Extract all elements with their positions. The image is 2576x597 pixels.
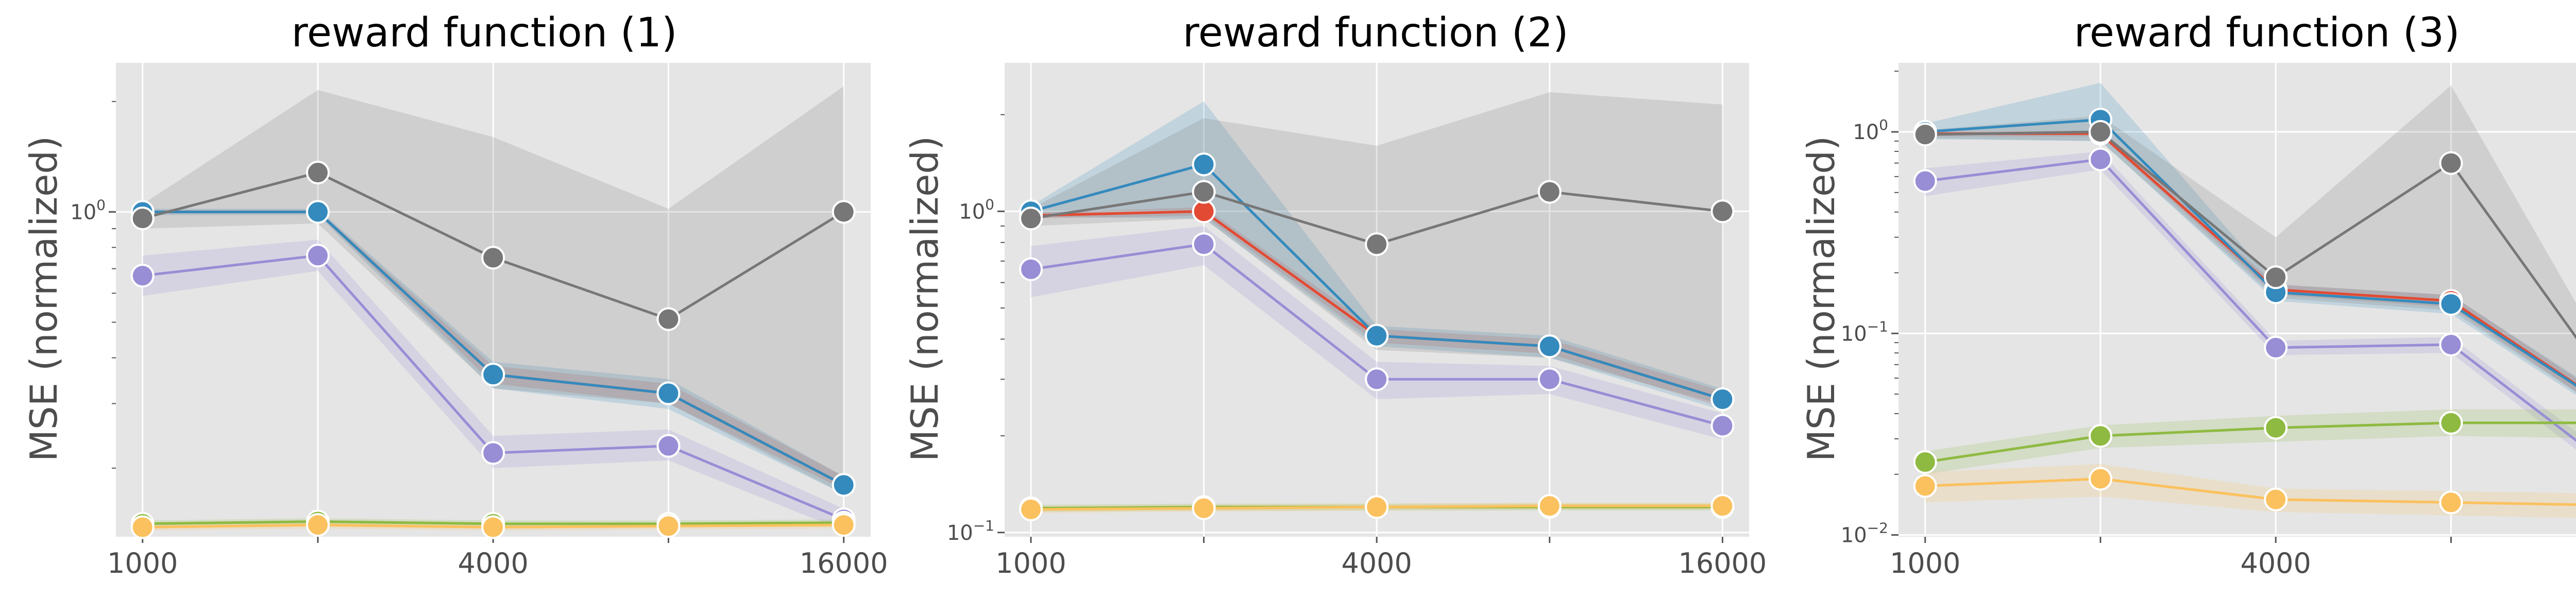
y-minor-ticks <box>112 101 116 469</box>
data-point <box>1365 323 1389 348</box>
data-point <box>130 264 155 288</box>
data-point <box>1537 494 1562 518</box>
y-tick-label: 10−2 <box>1841 520 1888 548</box>
data-point <box>306 200 330 224</box>
data-point <box>2088 424 2112 448</box>
data-point <box>1537 367 1562 391</box>
data-point <box>2439 292 2463 316</box>
data-point <box>306 513 330 537</box>
x-tick-label: 16000 <box>800 547 888 579</box>
data-point <box>481 246 505 270</box>
confidence-band <box>142 240 844 531</box>
data-point <box>2439 411 2463 435</box>
data-point <box>1365 495 1389 519</box>
data-point <box>2088 147 2112 172</box>
subplot-2-title: reward function (2) <box>1183 10 1569 56</box>
data-point <box>1192 232 1216 257</box>
subplot-3-title: reward function (3) <box>2074 10 2460 56</box>
data-point <box>1913 450 1937 474</box>
data-point <box>2439 490 2463 515</box>
data-point <box>1192 152 1216 177</box>
data-point <box>2088 467 2112 491</box>
data-point <box>656 514 681 538</box>
subplot-2-ylabel: MSE (normalized) <box>903 136 946 462</box>
confidence-band <box>1925 464 2576 518</box>
data-point <box>481 515 505 539</box>
x-tick-label: 1000 <box>107 547 178 579</box>
data-point <box>130 206 155 230</box>
data-point <box>2264 487 2288 511</box>
data-point <box>1192 180 1216 204</box>
data-point <box>1537 334 1562 359</box>
subplot-1: 1000 4000 16000 100 reward function (1) MSE (… <box>22 10 888 579</box>
data-point <box>2264 335 2288 360</box>
data-point <box>1913 169 1937 193</box>
data-point <box>1192 496 1216 520</box>
data-point <box>1192 199 1216 224</box>
y-tick-label: 10−1 <box>1841 318 1888 346</box>
data-point <box>832 473 856 497</box>
confidence-band <box>1925 409 2576 474</box>
x-tick-label: 4000 <box>1341 547 1412 579</box>
data-point <box>1537 180 1562 204</box>
confidence-band <box>1925 82 2576 396</box>
data-point <box>2264 416 2288 440</box>
confidence-band <box>1925 151 2576 450</box>
data-point <box>1710 414 1735 438</box>
data-point <box>1710 199 1735 224</box>
confidence-band <box>1031 101 1723 411</box>
y-tick-label: 100 <box>1853 116 1888 144</box>
data-point <box>2439 333 2463 357</box>
data-point <box>656 381 681 405</box>
plot-area <box>1899 63 2576 537</box>
data-point <box>2264 265 2288 289</box>
data-point <box>1710 494 1735 518</box>
data-point <box>1019 207 1043 231</box>
data-point <box>1710 387 1735 412</box>
y-minor-ticks <box>1001 114 1005 437</box>
x-tick-label: 4000 <box>2240 547 2311 579</box>
subplot-1-ylabel: MSE (normalized) <box>22 136 65 462</box>
data-point <box>2439 151 2463 175</box>
data-point <box>2088 120 2112 144</box>
data-point <box>832 513 856 537</box>
data-point <box>481 441 505 465</box>
data-point <box>832 200 856 224</box>
data-point <box>1913 474 1937 498</box>
subplot-1-title: reward function (1) <box>292 10 677 56</box>
data-point <box>1913 123 1937 147</box>
subplot-2: 1000 4000 16000 10−1 100 reward function (2) M… <box>903 10 1767 579</box>
confidence-band <box>1925 85 2576 393</box>
y-tick-label: 100 <box>959 196 994 224</box>
y-tick-label: 100 <box>70 196 106 224</box>
y-minor-ticks <box>1894 71 1899 475</box>
data-point <box>656 434 681 458</box>
x-tick-label: 1000 <box>995 547 1066 579</box>
x-tick-label: 4000 <box>457 547 528 579</box>
data-point <box>130 515 155 539</box>
data-point <box>1019 257 1043 281</box>
data-point <box>656 307 681 331</box>
y-tick-label: 10−1 <box>947 517 994 545</box>
data-point <box>1365 232 1389 257</box>
data-point <box>481 363 505 387</box>
data-point <box>1019 497 1043 521</box>
data-point <box>1365 367 1389 391</box>
x-tick-label: 1000 <box>1890 547 1960 579</box>
data-point <box>306 161 330 185</box>
x-tick-label: 16000 <box>1678 547 1767 579</box>
subplot-3-ylabel: MSE (normalized) <box>1800 136 1843 462</box>
data-point <box>306 244 330 268</box>
